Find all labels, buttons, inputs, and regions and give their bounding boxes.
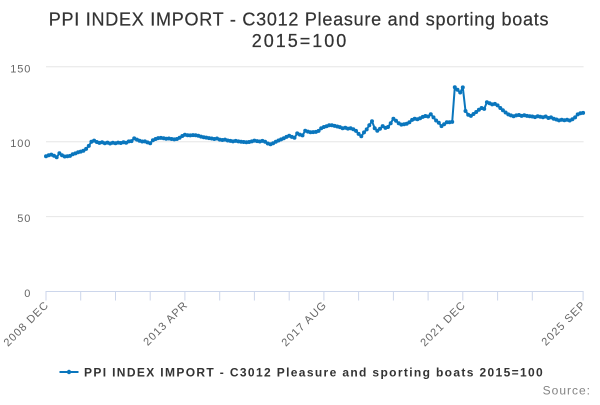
- svg-text:0: 0: [24, 288, 31, 300]
- svg-text:Source:: Source:: [543, 384, 591, 398]
- svg-text:PPI INDEX IMPORT - C3012 Pleas: PPI INDEX IMPORT - C3012 Pleasure and sp…: [49, 10, 550, 30]
- svg-text:2015=100: 2015=100: [252, 31, 349, 51]
- svg-text:150: 150: [10, 63, 31, 75]
- svg-text:PPI INDEX IMPORT - C3012 Pleas: PPI INDEX IMPORT - C3012 Pleasure and sp…: [84, 365, 544, 379]
- svg-text:50: 50: [17, 213, 31, 225]
- svg-text:100: 100: [10, 138, 31, 150]
